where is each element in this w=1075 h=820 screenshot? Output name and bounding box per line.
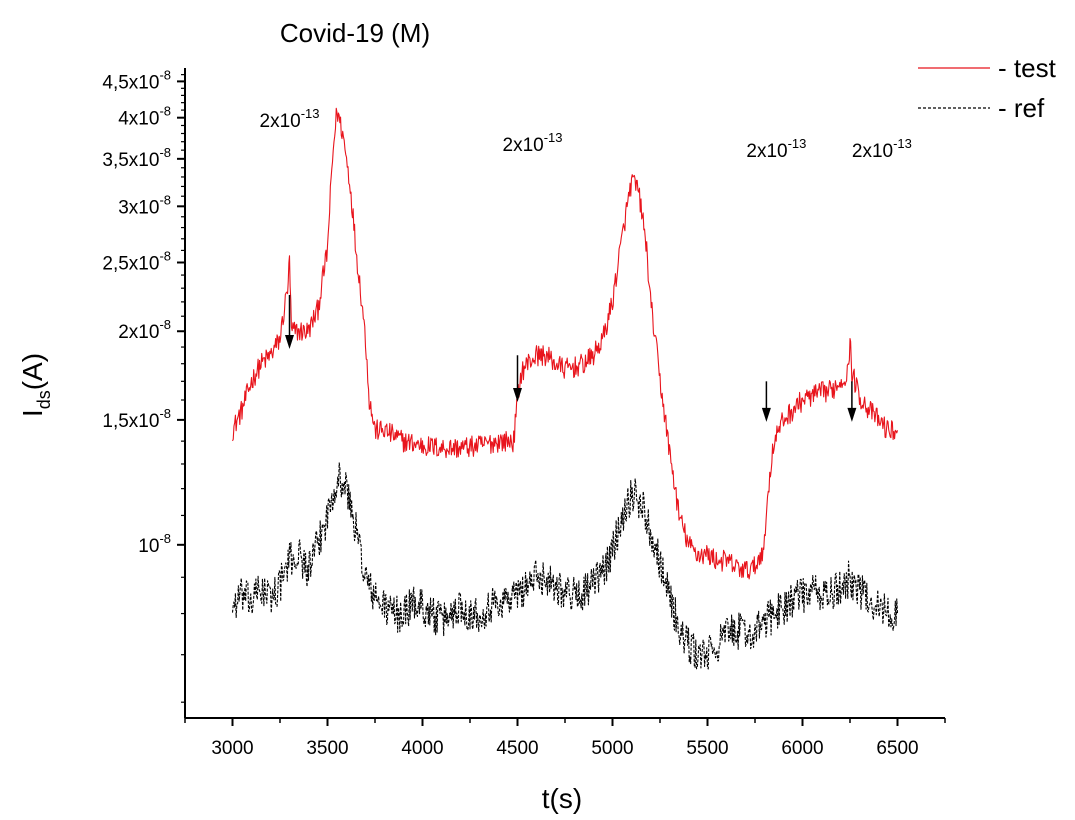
y-tick-mantissa: 4,5x10 (102, 72, 159, 93)
y-tick-label: 4x10-8 (118, 104, 171, 130)
annotation-label: 2x10-13 (852, 136, 912, 162)
y-tick-mantissa: 3,5x10 (102, 150, 159, 171)
x-tick-label: 4000 (401, 738, 443, 759)
annotation-arrowhead (513, 387, 522, 402)
x-tick-label: 3500 (306, 738, 348, 759)
y-tick-exponent: -8 (159, 317, 171, 332)
series-line-test (232, 107, 899, 580)
x-tick-label: 5500 (686, 738, 728, 759)
y-tick-mantissa: 10 (138, 536, 159, 557)
annotation-exponent: -13 (544, 130, 563, 145)
legend-label-ref: - ref (998, 93, 1045, 123)
x-tick-label: 3000 (211, 738, 253, 759)
annotation-arrowhead (761, 407, 771, 422)
chart-title: Covid-19 (M) (280, 18, 430, 48)
annotation-exponent: -13 (301, 106, 320, 121)
y-tick-mantissa: 3x10 (118, 197, 159, 218)
annotation-label: 2x10-13 (503, 130, 563, 156)
y-axis-label: Ids(A) (17, 353, 54, 417)
y-tick-label: 10-8 (138, 531, 171, 557)
plot-area (231, 107, 899, 670)
y-tick-mantissa: 4x10 (118, 109, 159, 130)
y-axis-label-subscript: ds (34, 390, 54, 409)
annotation-exponent: -13 (788, 136, 807, 151)
y-tick-label: 2x10-8 (118, 317, 171, 343)
annotation-label: 2x10-13 (746, 136, 806, 162)
y-tick-label: 2,5x10-8 (102, 248, 171, 274)
legend-label-test: - test (998, 53, 1057, 83)
y-tick-mantissa: 2x10 (118, 322, 159, 343)
y-tick-label: 3,5x10-8 (102, 145, 171, 171)
y-tick-exponent: -8 (159, 145, 171, 160)
y-tick-exponent: -8 (159, 248, 171, 263)
y-tick-exponent: -8 (159, 531, 171, 546)
x-tick-label: 6000 (781, 738, 823, 759)
y-tick-label: 4,5x10-8 (102, 67, 171, 93)
annotation-arrowhead (285, 335, 294, 350)
y-axis-label-unit: (A) (17, 353, 48, 390)
annotation-mantissa: 2x10 (503, 135, 544, 156)
y-axis-label-main: I (17, 409, 48, 417)
x-axis: 3000 3500 4000 4500 5000 5500 6000 6500 (184, 717, 946, 759)
legend: - test - ref (918, 53, 1057, 123)
annotation-mantissa: 2x10 (260, 111, 301, 132)
annotation-exponent: -13 (893, 136, 912, 151)
y-axis: 10-81,5x10-82x10-82,5x10-83x10-83,5x10-8… (102, 67, 186, 718)
y-tick-mantissa: 1,5x10 (102, 411, 159, 432)
annotation-label: 2x10-13 (260, 106, 320, 132)
y-tick-exponent: -8 (159, 406, 171, 421)
y-tick-label: 3x10-8 (118, 192, 171, 218)
annotation-arrowhead (847, 407, 857, 422)
y-tick-label: 1,5x10-8 (102, 406, 171, 432)
x-tick-label: 5000 (591, 738, 633, 759)
y-tick-mantissa: 2,5x10 (102, 253, 159, 274)
y-tick-exponent: -8 (159, 104, 171, 119)
series-line-ref (231, 462, 899, 670)
y-tick-exponent: -8 (159, 67, 171, 82)
x-axis-label: t(s) (542, 783, 582, 814)
x-tick-label: 4500 (496, 738, 538, 759)
x-tick-label: 6500 (876, 738, 918, 759)
annotation-mantissa: 2x10 (852, 141, 893, 162)
y-tick-exponent: -8 (159, 192, 171, 207)
annotation-mantissa: 2x10 (746, 141, 787, 162)
